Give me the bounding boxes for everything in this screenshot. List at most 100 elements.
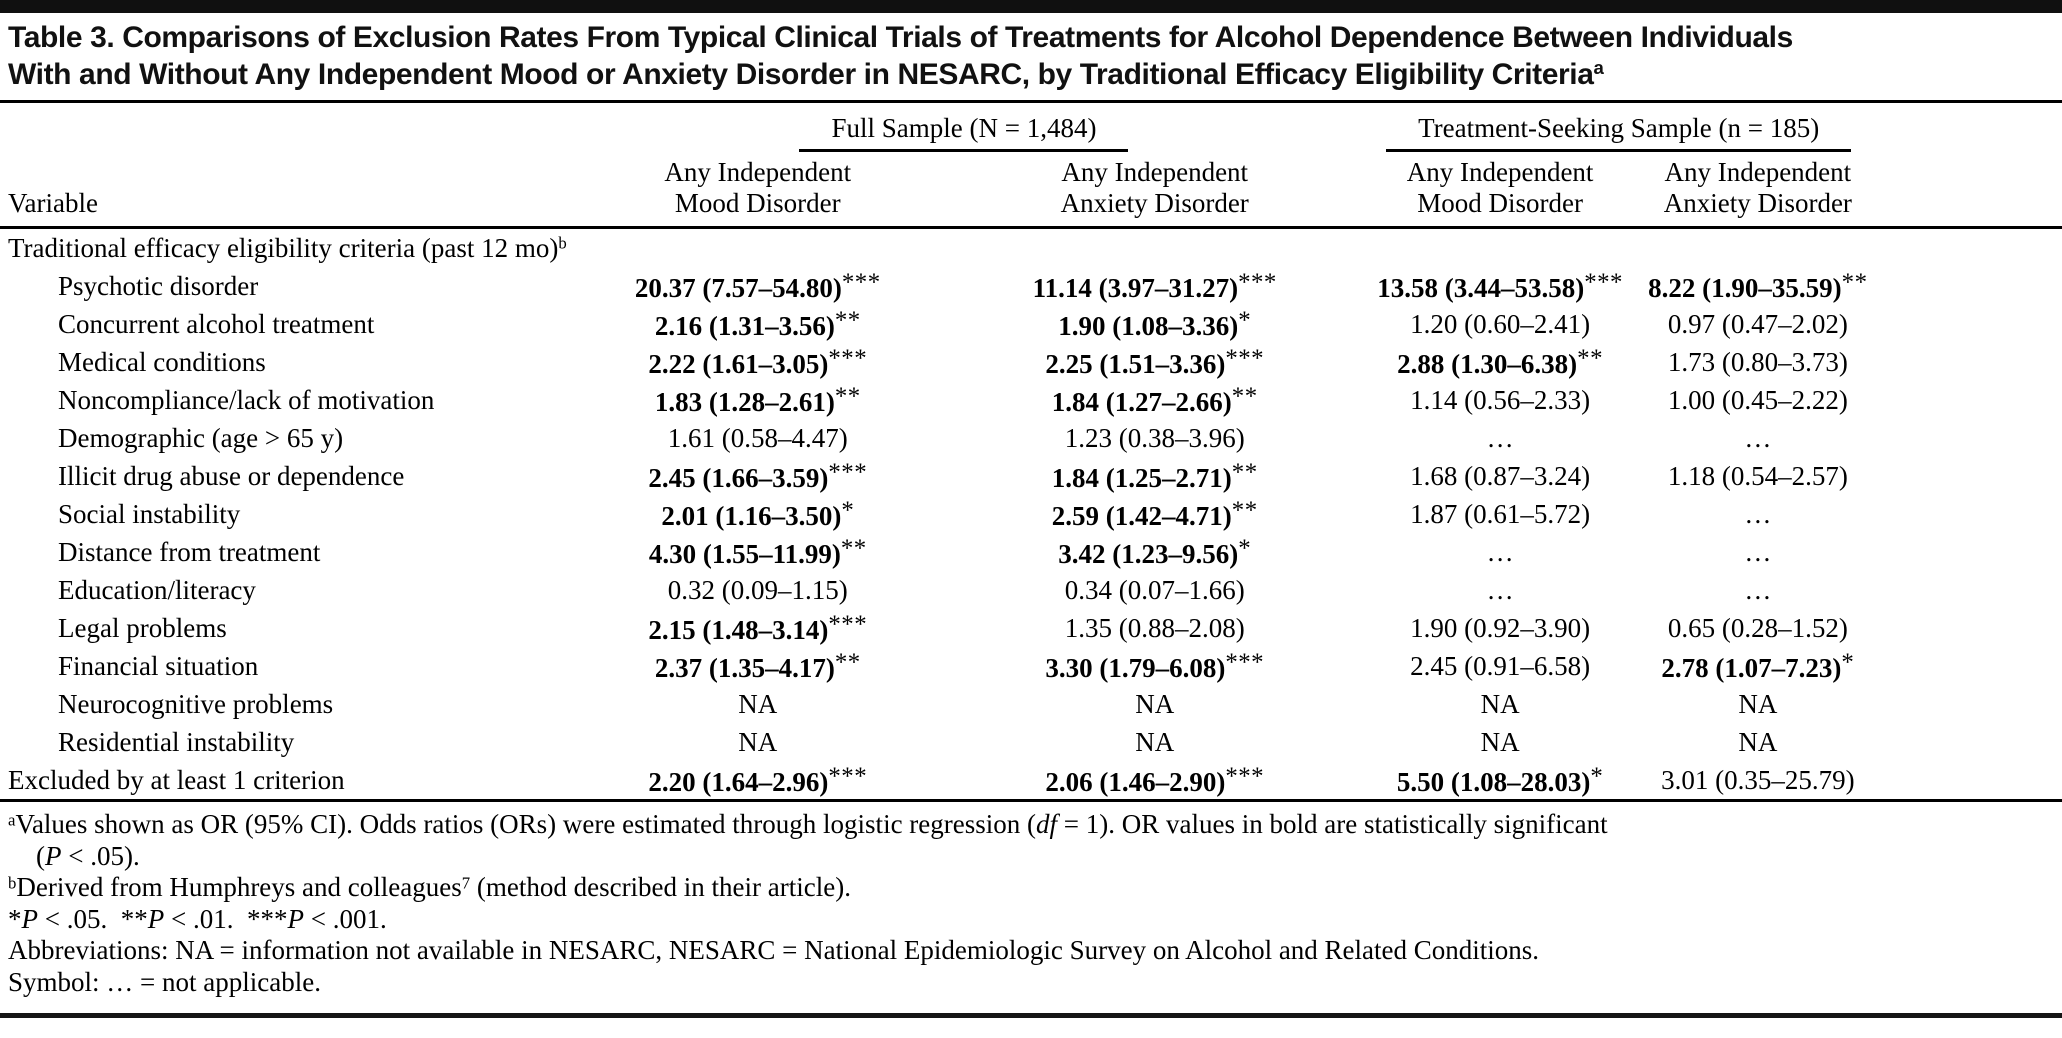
footnote-marker: 7	[461, 873, 471, 893]
variable-cell: Illicit drug abuse or dependence	[58, 460, 405, 491]
significance-stars: *	[1238, 306, 1252, 334]
table-title-footnote-marker: a	[1593, 56, 1604, 78]
group-header-treatment-seeking: Treatment-Seeking Sample (n = 185)	[1361, 103, 1876, 153]
value-cell: 2.15 (1.48–3.14)***	[648, 610, 868, 645]
significance-stars: *	[1841, 648, 1855, 676]
variable-cell: Social instability	[58, 498, 241, 529]
table-title-line2: With and Without Any Independent Mood or…	[8, 58, 1594, 91]
italic-text: df	[1036, 809, 1058, 839]
value-cell: 0.32 (0.09–1.15)	[667, 574, 848, 605]
footnote-text: Values shown as OR (95% CI). Odds ratios…	[15, 809, 1037, 839]
value-cell: 2.06 (1.46–2.90)***	[948, 761, 1361, 802]
table-row: Neurocognitive problems NA NA NA NA	[0, 685, 2062, 723]
table-row: Medical conditions 2.22 (1.61–3.05)*** 2.2…	[0, 343, 2062, 381]
significance-stars: **	[1231, 382, 1258, 410]
value-cell: 5.50 (1.08–28.03)*	[1360, 761, 1640, 802]
italic-text: P	[45, 840, 62, 871]
column-header-line: Any Independent	[1406, 157, 1594, 187]
variable-cell: Psychotic disorder	[58, 270, 259, 301]
variable-cell: Concurrent alcohol treatment	[58, 308, 375, 339]
footnote-text: (method described in their article).	[470, 872, 851, 902]
value-cell: 1.18 (0.54–2.57)	[1667, 460, 1848, 491]
value-cell: 2.20 (1.64–2.96)***	[567, 761, 949, 802]
variable-cell: Medical conditions	[58, 346, 266, 377]
column-header-spacer	[1876, 153, 2062, 229]
footnote-line: *P < .05. **P < .01. ***P < .001.	[8, 904, 2052, 936]
footnote-line: aValues shown as OR (95% CI). Odds ratio…	[8, 809, 2052, 841]
value-cell: 2.59 (1.42–4.71)**	[1051, 496, 1258, 531]
column-header-line: Anxiety Disorder	[1060, 188, 1249, 218]
spacer-cell	[1876, 495, 2062, 533]
significance-stars: *	[1590, 762, 1604, 790]
spacer-cell	[1876, 571, 2062, 609]
column-header-fs-anxiety: Any Independent Anxiety Disorder	[948, 153, 1361, 229]
value-cell: 13.58 (3.44–53.58)***	[1377, 268, 1623, 303]
value-cell: NA	[1480, 726, 1520, 757]
value-cell: 8.22 (1.90–35.59)**	[1648, 268, 1868, 303]
column-header-row: Variable Any Independent Mood Disorder A…	[0, 153, 2062, 229]
variable-cell: Demographic (age > 65 y)	[58, 422, 344, 453]
table-row: Concurrent alcohol treatment 2.16 (1.31–3…	[0, 305, 2062, 343]
footnote-marker: b	[8, 873, 17, 893]
table-row: Demographic (age > 65 y) 1.61 (0.58–4.47)…	[0, 419, 2062, 457]
table-title-line1: Table 3. Comparisons of Exclusion Rates …	[8, 21, 1793, 54]
table-row: Psychotic disorder 20.37 (7.57–54.80)*** 1…	[0, 267, 2062, 305]
value-cell: …	[1744, 536, 1772, 567]
table-row: Illicit drug abuse or dependence 2.45 (1.…	[0, 457, 2062, 495]
spacer-cell	[1876, 533, 2062, 571]
spacer-cell	[1876, 343, 2062, 381]
value-cell: 3.42 (1.23–9.56)*	[1058, 534, 1252, 569]
value-cell: 0.97 (0.47–2.02)	[1667, 308, 1848, 339]
significance-stars: ***	[841, 268, 881, 296]
footnote-line: (P < .05).	[8, 841, 2052, 873]
footnote-text: *	[8, 903, 22, 934]
column-header-line: Anxiety Disorder	[1663, 188, 1852, 218]
variable-cell: Residential instability	[58, 726, 295, 757]
footnote-marker: a	[8, 810, 16, 830]
value-cell: 1.84 (1.27–2.66)**	[1051, 382, 1258, 417]
value-cell: 1.23 (0.38–3.96)	[1064, 422, 1245, 453]
footnote-text: (	[36, 840, 45, 871]
value-cell: 1.20 (0.60–2.41)	[1410, 308, 1591, 339]
group-header-empty	[0, 103, 567, 153]
significance-stars: *	[1238, 534, 1252, 562]
significance-stars: **	[1841, 268, 1868, 296]
variable-cell: Distance from treatment	[58, 536, 321, 567]
value-cell: 2.37 (1.35–4.17)**	[654, 648, 861, 683]
value-cell: 2.45 (1.66–3.59)***	[648, 458, 868, 493]
value-cell: NA	[1135, 726, 1175, 757]
group-header-full-sample: Full Sample (N = 1,484)	[567, 103, 1361, 153]
value-cell: 1.14 (0.56–2.33)	[1410, 384, 1591, 415]
value-cell: 1.00 (0.45–2.22)	[1667, 384, 1848, 415]
column-header-line: Any Independent	[664, 157, 852, 187]
group-header-row: Full Sample (N = 1,484) Treatment-Seekin…	[0, 103, 2062, 153]
table-row: Distance from treatment 4.30 (1.55–11.99)…	[0, 533, 2062, 571]
table-row: Excluded by at least 1 criterion 2.20 (1.…	[0, 761, 2062, 802]
column-header-variable: Variable	[0, 153, 568, 229]
significance-stars: **	[1577, 344, 1603, 372]
value-cell: 0.65 (0.28–1.52)	[1667, 612, 1848, 643]
value-cell: 2.01 (1.16–3.50)*	[661, 496, 855, 531]
value-cell: 11.14 (3.97–31.27)***	[1032, 268, 1277, 303]
value-cell: 4.30 (1.55–11.99)**	[648, 534, 867, 569]
value-cell: 1.87 (0.61–5.72)	[1410, 498, 1591, 529]
comparison-table: Full Sample (N = 1,484) Treatment-Seekin…	[0, 103, 2062, 802]
significance-stars: **	[834, 648, 861, 676]
spacer-cell	[1876, 419, 2062, 457]
variable-cell: Neurocognitive problems	[58, 688, 334, 719]
value-cell: 1.90 (0.92–3.90)	[1410, 612, 1591, 643]
significance-stars: **	[834, 382, 861, 410]
column-header-fs-mood: Any Independent Mood Disorder	[567, 153, 949, 229]
value-cell: 2.16 (1.31–3.56)**	[654, 306, 861, 341]
value-cell: …	[1744, 574, 1772, 605]
value-cell: 2.25 (1.51–3.36)***	[1045, 344, 1265, 379]
italic-text: P	[21, 903, 39, 934]
footnote-marker: b	[558, 233, 567, 253]
footnote-text: < .01. ***	[164, 903, 288, 934]
value-cell: NA	[1738, 688, 1778, 719]
column-header-ts-mood: Any Independent Mood Disorder	[1360, 153, 1640, 229]
significance-stars: ***	[828, 762, 868, 790]
spacer-cell	[1876, 685, 2062, 723]
value-cell: 3.30 (1.79–6.08)***	[1045, 648, 1265, 683]
significance-stars: **	[1231, 496, 1258, 524]
